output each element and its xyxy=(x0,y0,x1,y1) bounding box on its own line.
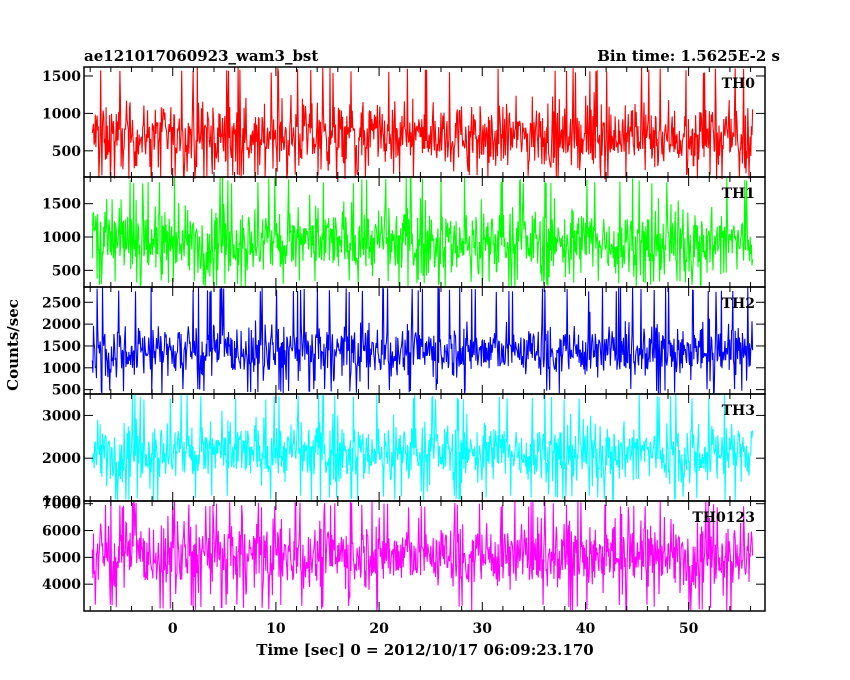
y-tick-label-TH1: 500 xyxy=(52,263,81,279)
y-tick-label-TH2: 500 xyxy=(52,383,81,399)
y-tick-label-TH0: 1500 xyxy=(42,69,81,85)
panels-group: TH050010001500TH150010001500TH2500100015… xyxy=(42,66,766,637)
panel-label-TH2: TH2 xyxy=(722,296,755,312)
x-tick-label: 50 xyxy=(679,621,699,637)
y-tick-label-TH0123: 7000 xyxy=(42,497,81,513)
x-tick-label: 20 xyxy=(369,621,389,637)
x-tick-label: 0 xyxy=(168,621,178,637)
panel-label-TH3: TH3 xyxy=(722,403,755,419)
series-line-TH1 xyxy=(91,176,754,288)
series-line-TH0123 xyxy=(91,501,754,612)
panel-label-TH0: TH0 xyxy=(722,76,756,92)
y-tick-label-TH0123: 4000 xyxy=(42,577,81,593)
y-tick-label-TH2: 2500 xyxy=(42,295,81,311)
series-line-TH2 xyxy=(91,287,754,395)
x-tick-label: 40 xyxy=(576,621,596,637)
y-tick-label-TH3: 3000 xyxy=(42,408,81,424)
panel-label-TH1: TH1 xyxy=(722,186,755,202)
x-tick-label: 30 xyxy=(473,621,493,637)
chart-title: ae121017060923_wam3_bst xyxy=(84,47,318,65)
panel-frame-TH0123 xyxy=(83,500,766,612)
y-tick-label-TH0123: 5000 xyxy=(42,550,81,566)
y-tick-label-TH2: 2000 xyxy=(42,317,81,333)
y-tick-label-TH3: 2000 xyxy=(42,451,81,467)
x-tick-label: 10 xyxy=(266,621,286,637)
y-tick-label-TH3: 1000 xyxy=(42,494,81,510)
panel-label-TH0123: TH0123 xyxy=(692,510,755,526)
y-tick-label-TH2: 1000 xyxy=(42,361,81,377)
y-tick-label-TH0: 1000 xyxy=(42,106,81,122)
y-tick-label-TH0123: 6000 xyxy=(42,524,81,540)
y-tick-label-TH2: 1500 xyxy=(42,339,81,355)
bin-time-label: Bin time: 1.5625E-2 s xyxy=(597,47,780,65)
series-line-TH0 xyxy=(91,66,754,180)
y-tick-label-TH1: 1000 xyxy=(42,230,81,246)
y-tick-label-TH1: 1500 xyxy=(42,197,81,213)
y-tick-label-TH0: 500 xyxy=(52,144,81,160)
series-line-TH3 xyxy=(91,393,754,502)
x-axis-label: Time [sec] 0 = 2012/10/17 06:09:23.170 xyxy=(256,641,593,659)
y-axis-label: Counts/sec xyxy=(4,299,22,391)
